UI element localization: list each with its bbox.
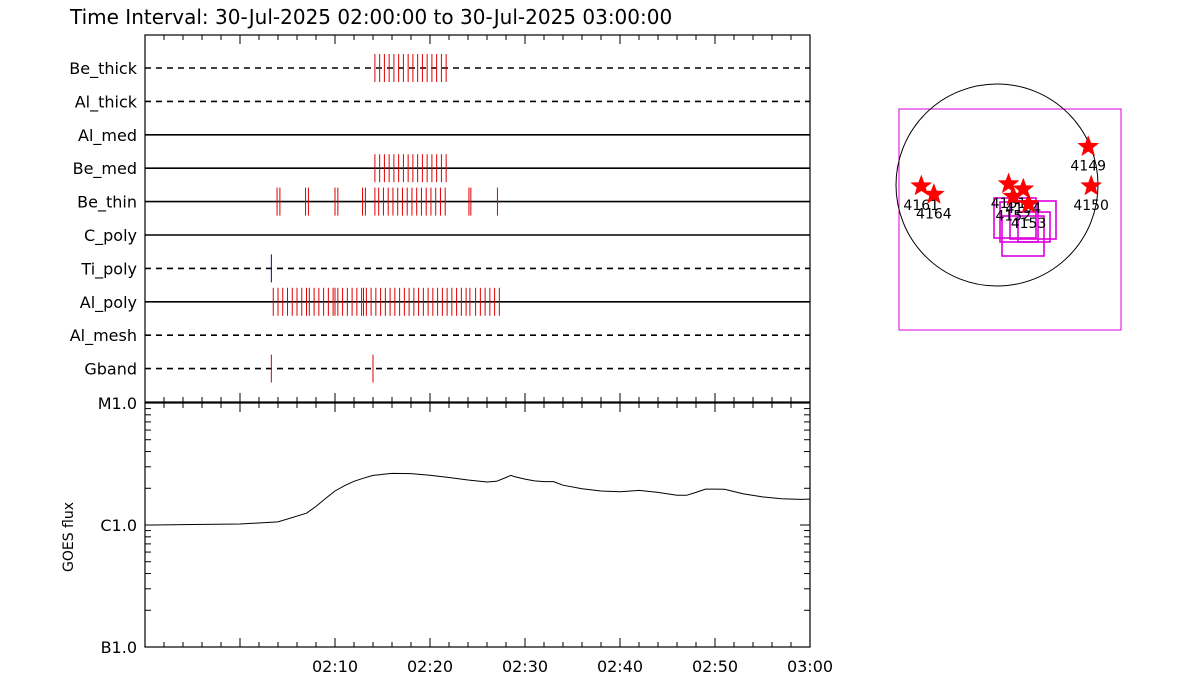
- region-box: [1001, 215, 1045, 257]
- goes-flux-series-line: [154, 472, 811, 526]
- x-tick-label: 02:30: [502, 657, 548, 676]
- row-label: Be_med: [73, 159, 137, 179]
- figure-title: Time Interval: 30-Jul-2025 02:00:00 to 3…: [69, 5, 672, 29]
- x-tick-label: 02:20: [407, 657, 453, 676]
- region-star: [923, 183, 945, 204]
- region-star: [1077, 135, 1100, 156]
- row-label: Ti_poly: [80, 259, 137, 279]
- goes-frame: [144, 402, 811, 648]
- row-label: Al_med: [78, 126, 137, 146]
- timeline-rows: Be_thick Al_thick Al_med Be_med Be_thin C_pol…: [69, 54, 810, 383]
- goes-ticks: 02:10 02:20 02:30 02:40 02:50 03:00 M1.0 C1.0 B1…: [98, 394, 833, 676]
- timeline-frame: [144, 34, 811, 403]
- row-label: C_poly: [84, 226, 137, 246]
- region-label: 4164: [916, 206, 952, 222]
- filter-timeline-panel: Be_thick Al_thick Al_med Be_med Be_thin C_pol…: [69, 34, 811, 403]
- solar-disk-map: 41494150416141644151415241544153: [895, 83, 1122, 331]
- region-label: 4161: [903, 198, 939, 214]
- y-tick-label: C1.0: [100, 516, 137, 535]
- region-star: [1017, 192, 1040, 214]
- region-label: 4153: [1011, 216, 1047, 232]
- y-tick-label: B1.0: [101, 638, 137, 657]
- x-tick-label: 03:00: [787, 657, 833, 676]
- row-label: Al_mesh: [70, 326, 137, 346]
- y-tick-label: M1.0: [98, 394, 137, 413]
- timeline-ticks: [144, 35, 811, 402]
- region-star: [1012, 177, 1035, 199]
- x-tick-label: 02:50: [692, 657, 738, 676]
- active-regions: 41494150416141644151415241544153: [903, 135, 1109, 232]
- row-label: Gband: [84, 360, 137, 379]
- region-label: 4150: [1073, 198, 1109, 214]
- goes-y-axis-label: GOES flux: [61, 502, 77, 572]
- row-label: Al_thick: [75, 92, 138, 112]
- goes-flux-panel: 02:10 02:20 02:30 02:40 02:50 03:00 M1.0 C1.0 B1…: [61, 394, 833, 676]
- row-label: Al_poly: [80, 293, 137, 313]
- row-label: Be_thin: [77, 193, 137, 213]
- map-field-of-view-box: [898, 108, 1122, 331]
- x-tick-label: 02:10: [312, 657, 358, 676]
- region-star: [997, 172, 1020, 194]
- row-label: Be_thick: [69, 59, 137, 79]
- region-star: [910, 174, 933, 196]
- region-label: 4149: [1070, 159, 1106, 175]
- region-star: [1080, 174, 1103, 196]
- x-tick-label: 02:40: [597, 657, 643, 676]
